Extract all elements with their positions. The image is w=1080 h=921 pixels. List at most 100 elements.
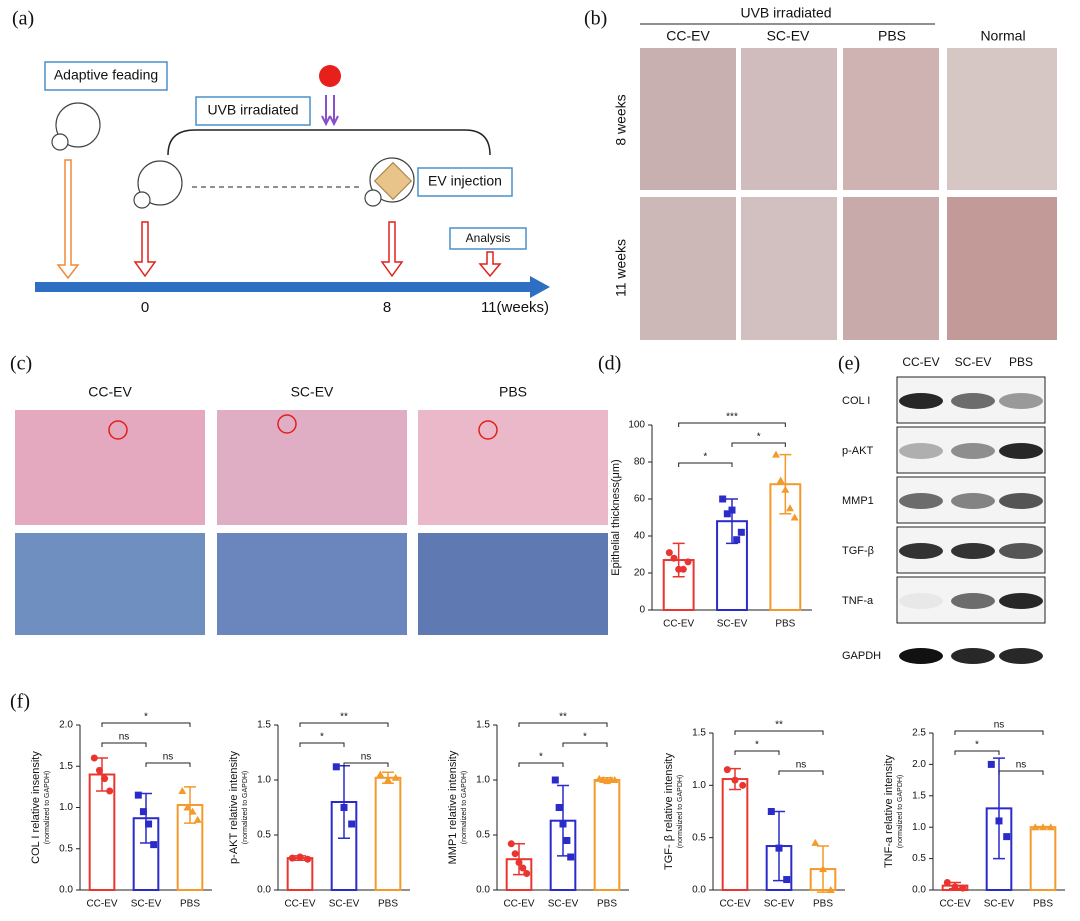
step-label: Adaptive feading — [54, 67, 158, 83]
column-label: SC-EV — [767, 28, 810, 44]
data-point — [819, 865, 827, 873]
significance-bracket — [954, 750, 1000, 755]
significance-label: ns — [163, 752, 174, 763]
data-point — [665, 549, 673, 557]
significance-bracket — [145, 762, 191, 767]
y-axis-label: p-AKT relative intensity — [228, 751, 240, 864]
data-point — [551, 776, 559, 784]
y-tick-label: 0.0 — [257, 885, 271, 896]
step-label: UVB irradiated — [207, 102, 298, 118]
y-axis-note: (normalized to GAPDH) — [461, 771, 468, 845]
data-point — [733, 536, 741, 544]
significance-label: ns — [119, 732, 130, 743]
x-tick-label: PBS — [378, 899, 398, 910]
significance-label: * — [539, 752, 543, 763]
y-tick-label: 1.5 — [257, 720, 271, 731]
data-point — [188, 807, 197, 815]
significance-label: * — [320, 732, 324, 743]
data-point — [679, 565, 687, 573]
significance-bracket — [678, 422, 786, 427]
y-tick-label: 0.5 — [257, 830, 271, 841]
y-tick-label: 2.5 — [912, 728, 926, 739]
significance-label: ** — [775, 720, 783, 731]
arrow — [478, 251, 502, 278]
y-tick-label: 0.0 — [476, 885, 490, 896]
significance-bracket — [299, 722, 389, 727]
blot-band — [999, 393, 1043, 409]
panel-label: (d) — [598, 353, 621, 375]
y-axis-label: TGF- β relative intensity — [663, 753, 675, 870]
y-axis-label: TNF-a relative intensity — [883, 754, 895, 868]
data-point — [348, 820, 356, 828]
step-box — [449, 227, 527, 250]
timeline — [35, 276, 550, 298]
x-tick-label: CC-EV — [503, 899, 534, 910]
y-tick-label: 60 — [634, 494, 646, 505]
blot-column-label: PBS — [1009, 355, 1033, 369]
data-point — [340, 804, 348, 811]
error-bar — [726, 498, 738, 545]
group-label: UVB irradiated — [740, 5, 831, 21]
y-tick-label: 1.0 — [476, 775, 490, 786]
significance-bracket — [998, 770, 1044, 775]
data-point — [101, 775, 109, 783]
error-bar — [96, 757, 108, 792]
data-point — [811, 838, 820, 846]
column-label: Normal — [980, 28, 1025, 44]
data-point — [775, 844, 783, 852]
blot-column-label: CC-EV — [902, 355, 939, 369]
data-point — [332, 763, 340, 771]
row-label: 8 weeks — [613, 94, 629, 145]
significance-bracket — [731, 442, 786, 447]
row-label: 11 weeks — [613, 239, 629, 297]
y-tick-label: 80 — [634, 457, 646, 468]
blot-band — [899, 543, 943, 559]
data-point — [376, 770, 385, 778]
data-point — [1031, 823, 1040, 831]
column-label: CC-EV — [666, 28, 710, 44]
data-point — [781, 485, 790, 493]
data-point — [515, 859, 523, 866]
y-tick-label: 40 — [634, 531, 646, 542]
y-tick-label: 1.0 — [912, 822, 926, 833]
y-axis-label: Epithelial thickness(μm) — [610, 459, 622, 575]
blot-band — [951, 648, 995, 664]
data-point — [670, 554, 678, 562]
y-tick-label: 1.0 — [692, 780, 706, 791]
x-tick-label: CC-EV — [719, 899, 750, 910]
blot-band — [951, 543, 995, 559]
significance-label: ns — [361, 752, 372, 763]
blot-band — [899, 648, 943, 664]
significance-bracket — [734, 750, 780, 755]
data-point — [95, 766, 103, 774]
x-tick-label: SC-EV — [717, 619, 748, 630]
y-tick-label: 20 — [634, 568, 646, 579]
data-point — [90, 754, 98, 762]
data-point — [391, 773, 400, 781]
data-point — [183, 803, 192, 811]
column-label: CC-EV — [88, 384, 132, 400]
blot-row-label: COL I — [842, 395, 870, 407]
bar — [286, 857, 314, 891]
significance-label: *** — [726, 412, 738, 423]
y-tick-label: 1.0 — [257, 775, 271, 786]
histology-images — [15, 410, 608, 635]
x-tick-label: PBS — [775, 619, 795, 630]
y-tick-label: 1.5 — [59, 761, 73, 772]
x-tick-label: CC-EV — [939, 899, 970, 910]
data-point — [719, 495, 727, 503]
significance-bracket — [299, 742, 345, 747]
column-label: SC-EV — [291, 384, 334, 400]
data-point — [1003, 833, 1011, 841]
significance-label: * — [583, 732, 587, 743]
step-label: EV injection — [428, 173, 502, 189]
step-box — [417, 167, 513, 197]
panel-label: (a) — [12, 8, 34, 30]
panel-label: (f) — [10, 691, 30, 713]
y-tick-label: 0.0 — [692, 885, 706, 896]
data-point — [145, 820, 153, 828]
significance-label: * — [703, 452, 707, 463]
bar — [1029, 826, 1057, 892]
data-point — [684, 558, 692, 566]
